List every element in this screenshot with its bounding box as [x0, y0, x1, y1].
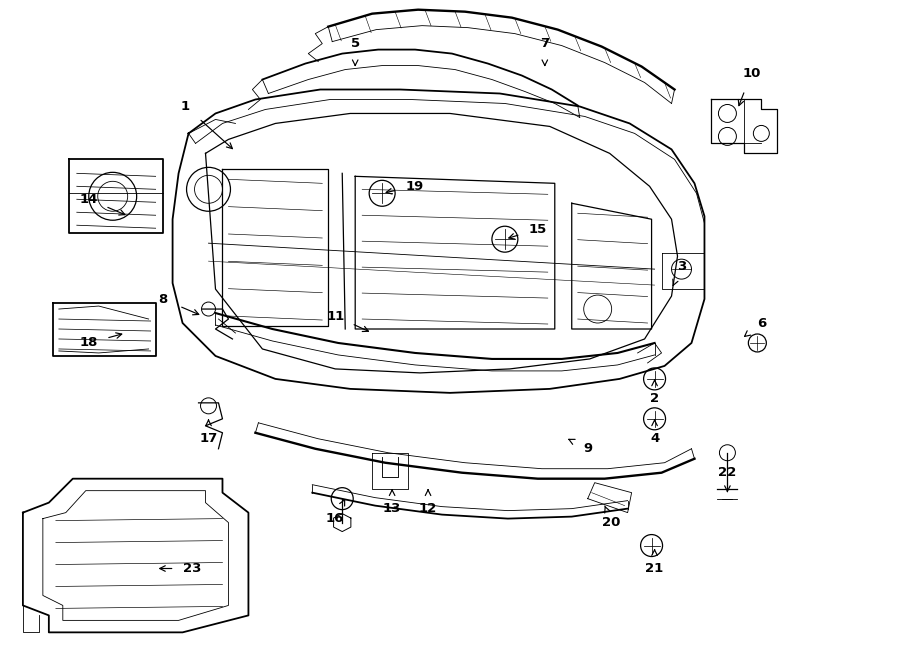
Text: 17: 17 [200, 432, 218, 446]
Text: 5: 5 [351, 37, 360, 50]
Text: 13: 13 [382, 502, 401, 515]
Text: 20: 20 [602, 516, 621, 529]
Text: 8: 8 [158, 293, 167, 305]
Text: 1: 1 [181, 100, 190, 113]
Text: 3: 3 [677, 260, 686, 272]
Text: 4: 4 [650, 432, 659, 446]
Text: 19: 19 [406, 180, 424, 193]
Text: 7: 7 [540, 37, 549, 50]
Text: 15: 15 [528, 223, 547, 236]
Text: 12: 12 [418, 502, 437, 515]
Text: 11: 11 [326, 309, 345, 323]
Text: 2: 2 [650, 393, 659, 405]
Text: 23: 23 [184, 562, 202, 575]
Text: 9: 9 [583, 442, 592, 455]
Text: 21: 21 [645, 562, 663, 575]
Text: 22: 22 [718, 466, 736, 479]
Text: 18: 18 [79, 336, 98, 350]
Text: 6: 6 [757, 317, 766, 330]
Text: 10: 10 [742, 67, 760, 80]
Text: 14: 14 [79, 193, 98, 206]
Text: 16: 16 [326, 512, 345, 525]
